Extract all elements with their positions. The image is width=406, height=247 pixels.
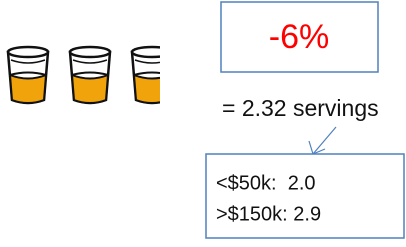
breakdown-line: >$150k: 2.9	[216, 203, 321, 225]
breakdown-line: <$50k: 2.0	[216, 172, 316, 194]
servings-text: = 2.32 servings	[222, 95, 379, 121]
arrow	[309, 127, 336, 154]
callout-text: -6%	[269, 18, 329, 56]
breakdown-box	[206, 154, 404, 238]
slide: -6% = 2.32 servings <$50k: 2.0 >$150k: 2…	[0, 0, 406, 242]
glasses-icon	[8, 47, 172, 103]
